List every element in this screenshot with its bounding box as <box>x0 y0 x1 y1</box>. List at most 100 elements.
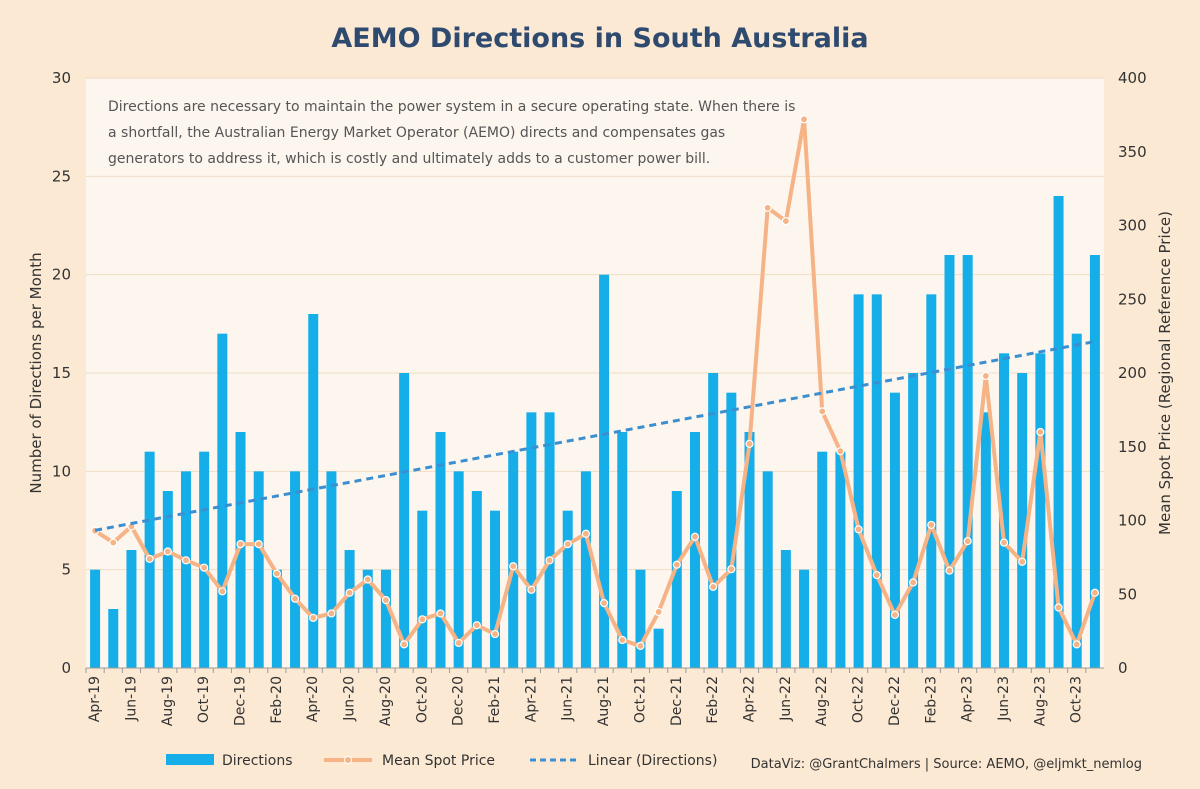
y-right-tick-label: 0 <box>1118 659 1128 677</box>
x-tick-label: Dec-21 <box>669 676 685 726</box>
point-mean-spot-price <box>163 547 172 556</box>
bar-directions <box>217 333 228 668</box>
point-mean-spot-price <box>490 629 500 639</box>
bar-directions <box>362 569 373 668</box>
x-tick-label: Apr-23 <box>960 676 976 722</box>
bar-directions <box>817 451 828 668</box>
point-mean-spot-price <box>672 560 681 569</box>
bar-directions <box>799 569 810 668</box>
x-tick-label: Oct-22 <box>851 676 867 723</box>
bar-directions <box>126 550 137 668</box>
line-linear-trend <box>94 340 1096 532</box>
point-mean-spot-price <box>872 570 881 580</box>
bar-directions <box>635 569 646 668</box>
point-mean-spot-price <box>454 638 463 648</box>
bar-directions <box>599 274 610 668</box>
x-tick-label: Aug-23 <box>1032 676 1048 726</box>
x-tick-label: Jun-20 <box>342 676 358 722</box>
bar-directions <box>290 471 301 668</box>
point-mean-spot-price <box>1036 427 1045 437</box>
point-mean-spot-price <box>145 554 154 563</box>
bar-directions <box>744 432 755 668</box>
source-credit: DataViz: @GrantChalmers | Source: AEMO, … <box>751 757 1142 772</box>
x-tick-label: Aug-22 <box>814 676 830 726</box>
point-mean-spot-price <box>254 539 263 549</box>
x-tick-label: Feb-22 <box>705 676 721 724</box>
bar-directions <box>617 432 628 668</box>
y-right-tick-label: 250 <box>1118 290 1147 308</box>
bar-directions <box>926 294 937 668</box>
point-mean-spot-price <box>727 565 736 574</box>
bar-directions <box>1089 255 1100 668</box>
bar-directions <box>944 255 955 668</box>
point-mean-spot-price <box>109 538 118 547</box>
bar-directions <box>180 471 191 668</box>
legend-label-trendline: Linear (Directions) <box>588 753 717 769</box>
x-tick-label: Apr-19 <box>87 676 103 722</box>
bar-directions <box>544 412 555 668</box>
point-mean-spot-price <box>381 596 391 605</box>
bar-directions <box>999 353 1010 668</box>
bar-directions <box>199 451 210 668</box>
point-mean-spot-price <box>1090 588 1100 597</box>
point-mean-spot-price <box>436 609 445 618</box>
bar-directions <box>1017 373 1028 668</box>
point-mean-spot-price <box>327 609 336 618</box>
y-axis-left-title: Number of Directions per Month <box>27 252 45 493</box>
point-mean-spot-price <box>581 529 591 538</box>
bar-directions <box>235 432 246 668</box>
y-left-tick-label: 0 <box>61 659 71 677</box>
x-tick-label: Apr-22 <box>742 676 758 722</box>
legend-label-spot-price: Mean Spot Price <box>382 753 495 769</box>
point-mean-spot-price <box>1018 557 1027 566</box>
y-right-tick-label: 50 <box>1118 585 1137 603</box>
bar-directions <box>471 491 482 668</box>
point-mean-spot-price <box>890 610 900 620</box>
point-mean-spot-price <box>981 371 990 381</box>
x-tick-label: Feb-20 <box>269 676 285 724</box>
point-mean-spot-price <box>618 635 627 645</box>
x-tick-label: Jun-22 <box>778 676 794 722</box>
annotation-box: Directions are necessary to maintain the… <box>108 99 795 167</box>
bar-directions <box>1035 353 1046 668</box>
bar-directions <box>908 373 919 668</box>
point-mean-spot-price <box>945 566 954 575</box>
point-mean-spot-price <box>781 216 790 226</box>
line-series <box>90 115 1100 650</box>
bar-directions <box>889 392 900 668</box>
bar-directions <box>726 392 737 668</box>
point-mean-spot-price <box>472 621 481 630</box>
point-mean-spot-price <box>654 607 663 617</box>
x-tick-label: Oct-21 <box>632 676 648 723</box>
point-mean-spot-price <box>527 585 536 594</box>
bar-directions <box>689 432 700 668</box>
point-mean-spot-price <box>290 594 300 603</box>
point-mean-spot-price <box>636 641 645 650</box>
point-mean-spot-price <box>1072 640 1081 649</box>
annotation-line: Directions are necessary to maintain the… <box>108 99 795 115</box>
x-tick-label: Feb-21 <box>487 676 503 724</box>
bar-directions <box>417 510 428 668</box>
x-tick-label: Aug-20 <box>378 676 394 726</box>
point-mean-spot-price <box>418 615 427 624</box>
legend-label-directions: Directions <box>222 753 293 769</box>
point-mean-spot-price <box>927 520 936 530</box>
axes: 051015202530050100150200250300350400Apr-… <box>52 69 1147 726</box>
y-left-tick-label: 10 <box>52 462 71 480</box>
bar-directions <box>435 432 446 668</box>
annotation-line: a shortfall, the Australian Energy Marke… <box>108 125 725 141</box>
point-mean-spot-price <box>799 115 809 124</box>
x-tick-label: Feb-23 <box>923 676 939 724</box>
y-right-tick-label: 300 <box>1118 217 1147 235</box>
legend-swatch-directions <box>166 754 214 765</box>
bar-directions <box>708 373 719 668</box>
legend: Directions Mean Spot Price Linear (Direc… <box>166 753 717 769</box>
bar-directions <box>326 471 337 668</box>
y-left-tick-label: 20 <box>52 266 71 284</box>
bar-directions <box>308 314 319 668</box>
bar-directions <box>344 550 355 668</box>
x-tick-label: Oct-20 <box>414 676 430 723</box>
point-mean-spot-price <box>509 562 518 571</box>
point-mean-spot-price <box>181 556 191 565</box>
point-mean-spot-price <box>200 563 209 572</box>
